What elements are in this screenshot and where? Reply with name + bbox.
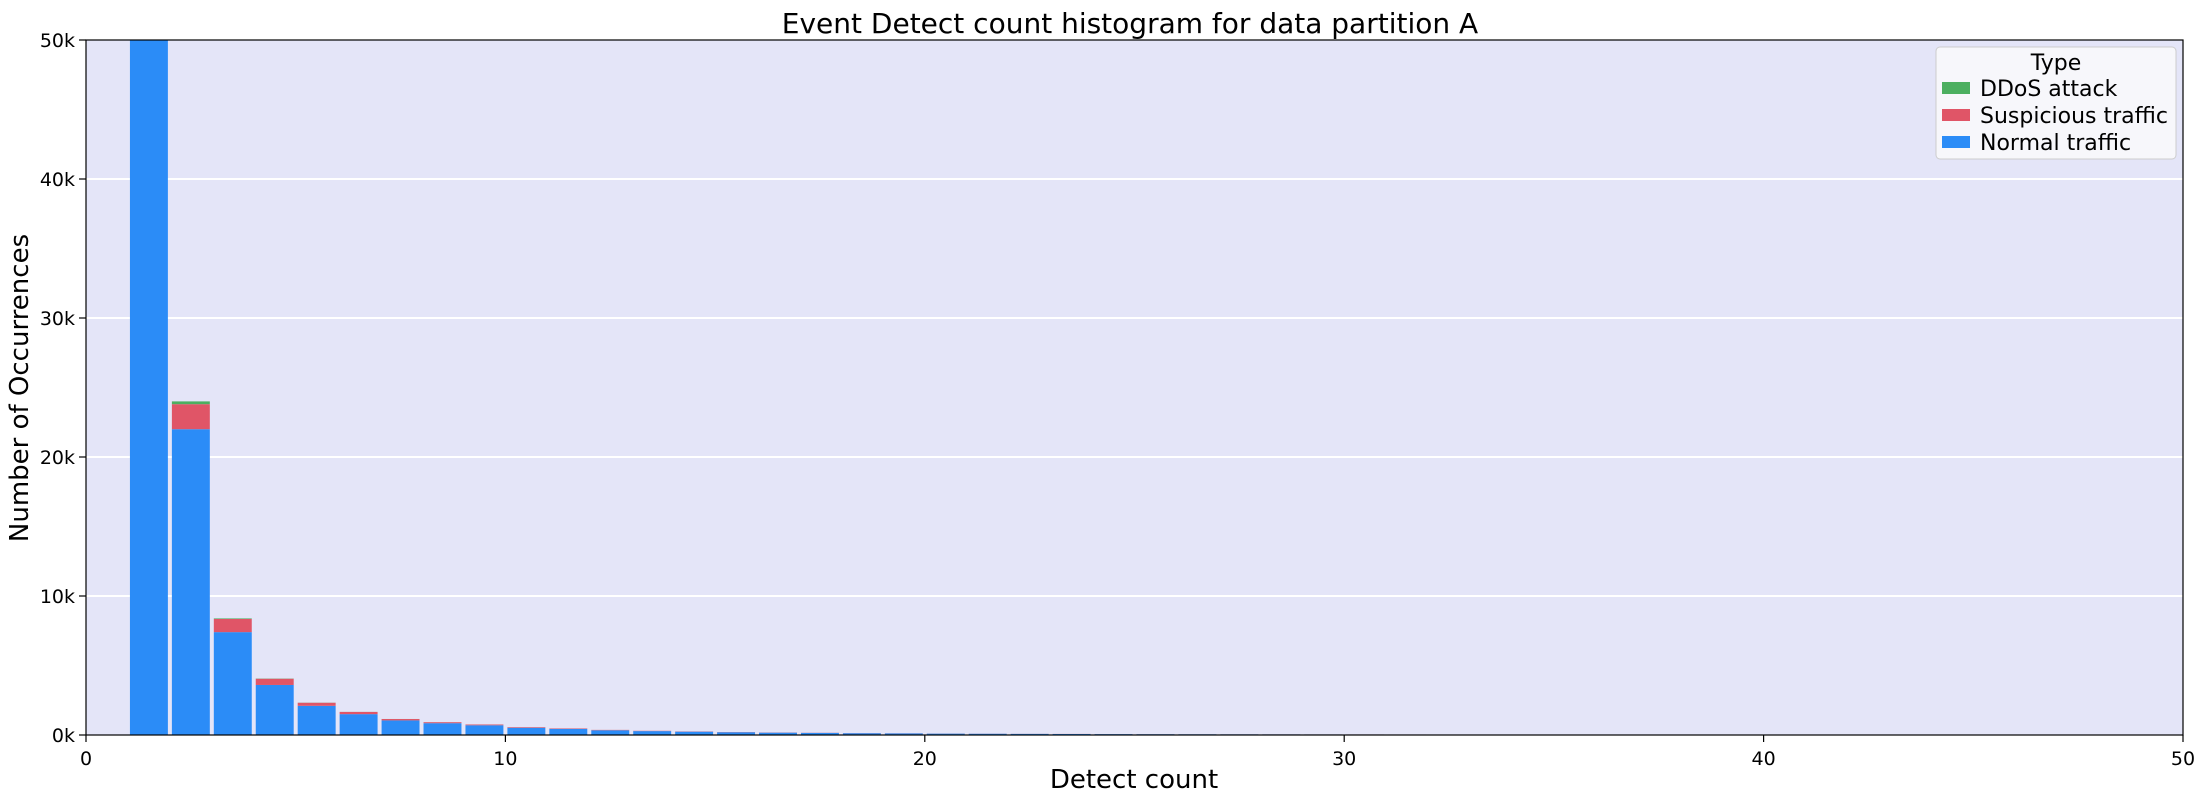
- x-tick-label: 20: [913, 748, 937, 770]
- x-tick-label: 30: [1332, 748, 1356, 770]
- grid-lines: [86, 178, 2183, 597]
- x-tick-label: 10: [493, 748, 517, 770]
- bar-suspicious-traffic: [423, 722, 462, 724]
- y-axis-title: Number of Occurrences: [5, 234, 35, 542]
- bar-suspicious-traffic: [339, 711, 378, 715]
- plot-area: [86, 40, 2183, 735]
- legend-label-suspicious: Suspicious traffic: [1980, 104, 2168, 129]
- x-tick-label: 40: [1752, 748, 1776, 770]
- x-tick-label: 50: [2171, 748, 2195, 770]
- bar-normal-traffic: [800, 732, 839, 735]
- bar-suspicious-traffic: [507, 727, 546, 728]
- bar-suspicious-traffic: [381, 719, 420, 721]
- x-axis-title: Detect count: [1050, 765, 1218, 795]
- legend-swatch-ddos: [1942, 82, 1970, 94]
- bar-normal-traffic: [255, 684, 294, 735]
- y-tick-label: 50k: [40, 30, 75, 52]
- legend-label-normal: Normal traffic: [1980, 131, 2131, 156]
- legend-swatch-suspicious: [1942, 109, 1970, 121]
- bar-normal-traffic: [842, 733, 881, 735]
- legend-swatch-normal: [1942, 136, 1970, 148]
- legend-box: [1935, 46, 2177, 160]
- bar-ddos-attack: [213, 618, 252, 619]
- bar-normal-traffic: [759, 732, 797, 735]
- bar-normal-traffic: [297, 705, 336, 735]
- bar-normal-traffic: [381, 720, 420, 735]
- bar-normal-traffic: [213, 632, 252, 735]
- chart-title: Event Detect count histogram for data pa…: [782, 7, 1478, 40]
- bar-suspicious-traffic: [171, 404, 210, 430]
- bar-normal-traffic: [717, 732, 756, 735]
- bar-suspicious-traffic: [255, 678, 294, 685]
- plot-frame: [85, 39, 2184, 736]
- bar-suspicious-traffic: [465, 724, 504, 726]
- bar-suspicious-traffic: [213, 618, 252, 633]
- bar-normal-traffic: [968, 733, 1007, 735]
- bar-normal-traffic: [171, 429, 210, 735]
- bar-normal-traffic: [339, 714, 378, 735]
- y-axis-ticks: 0k 10k 20k 30k 40k 50k: [40, 30, 86, 747]
- bar-suspicious-traffic: [297, 702, 336, 706]
- y-tick-label: 0k: [52, 725, 75, 747]
- x-tick-label: 0: [80, 748, 92, 770]
- bar-normal-traffic: [591, 730, 630, 735]
- bar-normal-traffic: [884, 733, 923, 735]
- legend: Type DDoS attack Suspicious traffic Norm…: [1935, 46, 2177, 160]
- bar-normal-traffic: [423, 723, 462, 735]
- legend-title: Type: [2030, 51, 2082, 76]
- y-tick-label: 30k: [40, 308, 75, 330]
- bar-normal-traffic: [675, 731, 714, 735]
- y-tick-label: 40k: [40, 169, 75, 191]
- bar-normal-traffic: [465, 725, 504, 735]
- y-tick-label: 20k: [40, 447, 75, 469]
- y-tick-label: 10k: [40, 586, 75, 608]
- x-axis-ticks: 0 10 20 30 40 50: [80, 735, 2195, 770]
- bar-normal-traffic: [129, 40, 168, 735]
- legend-label-ddos: DDoS attack: [1980, 77, 2118, 102]
- bar-normal-traffic: [926, 733, 965, 735]
- bar-ddos-attack: [171, 401, 210, 405]
- bars: [129, 40, 2181, 735]
- bar-normal-traffic: [507, 727, 546, 735]
- bar-normal-traffic: [633, 731, 672, 735]
- bar-normal-traffic: [549, 728, 588, 735]
